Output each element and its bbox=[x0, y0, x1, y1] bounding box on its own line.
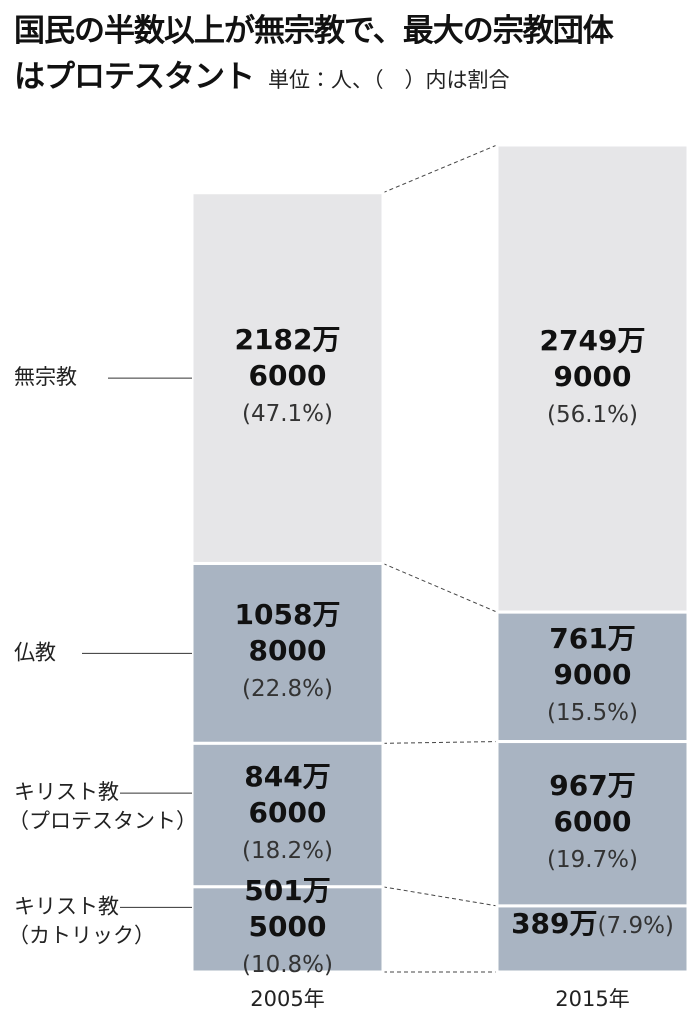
segment-label: 761万9000 (15.5%) bbox=[497, 612, 688, 741]
share-label: (47.1%) bbox=[241, 401, 333, 428]
series-label-line: （カトリック） bbox=[8, 923, 155, 947]
value-label: 2749万9000 bbox=[539, 323, 646, 393]
value-label: 389万 bbox=[511, 906, 598, 940]
share-label: (18.2%) bbox=[241, 838, 333, 865]
value-label: 1058万8000 bbox=[234, 598, 341, 668]
bar-segment bbox=[495, 740, 690, 908]
series-label: 仏教 bbox=[14, 640, 56, 664]
segment-label: 844万6000 (18.2%) bbox=[192, 743, 383, 886]
series-label: 無宗教 bbox=[14, 365, 77, 389]
bar-segment bbox=[495, 904, 690, 974]
bar-segment bbox=[190, 885, 385, 974]
series-label: キリスト教 （カトリック） bbox=[8, 894, 155, 947]
share-label: (15.5%) bbox=[546, 699, 638, 726]
series-label: キリスト教 （プロテスタント） bbox=[8, 780, 197, 833]
bar-segment bbox=[495, 143, 690, 614]
series-label-line: （プロテスタント） bbox=[8, 809, 197, 833]
value-label: 2182万6000 bbox=[234, 323, 341, 393]
value-label: 761万9000 bbox=[549, 621, 636, 691]
segment-label: 1058万8000 (22.8%) bbox=[192, 563, 383, 743]
segment-label: 501万5000 (10.8%) bbox=[192, 874, 383, 978]
share-label: (22.8%) bbox=[241, 676, 333, 703]
connector bbox=[382, 886, 498, 907]
chart-subtitle: 単位：人、（ ）内は割合 bbox=[268, 68, 510, 92]
bar-segment bbox=[190, 741, 385, 889]
segment-label: 2182万6000 (47.1%) bbox=[192, 193, 383, 564]
series-label-line: キリスト教 bbox=[14, 780, 119, 804]
segment-label: 2749万9000 (56.1%) bbox=[497, 145, 688, 612]
share-label: (56.1%) bbox=[546, 401, 638, 428]
x-tick-label: 2005年 bbox=[250, 987, 324, 1011]
connector bbox=[382, 563, 498, 613]
x-tick-label: 2015年 bbox=[555, 987, 629, 1011]
segment-label: 967万6000 (19.7%) bbox=[497, 742, 688, 906]
chart-title: 国民の半数以上が無宗教で、最大の宗教団体はプロテスタント bbox=[14, 13, 614, 95]
series-label-line: キリスト教 bbox=[14, 894, 119, 918]
connector bbox=[382, 741, 498, 744]
value-label: 501万5000 bbox=[244, 874, 331, 944]
share-label: (19.7%) bbox=[546, 846, 638, 873]
bar-segment bbox=[495, 610, 690, 744]
share-label: (10.8%) bbox=[241, 952, 333, 979]
header: 国民の半数以上が無宗教で、最大の宗教団体はプロテスタント 単位：人、（ ）内は割合 bbox=[14, 8, 614, 103]
segment-label: 389万 (7.9%) bbox=[497, 906, 688, 972]
share-label: (7.9%) bbox=[597, 912, 674, 939]
value-label: 967万6000 bbox=[549, 768, 636, 838]
connector bbox=[382, 144, 498, 194]
value-label: 844万6000 bbox=[244, 760, 331, 830]
